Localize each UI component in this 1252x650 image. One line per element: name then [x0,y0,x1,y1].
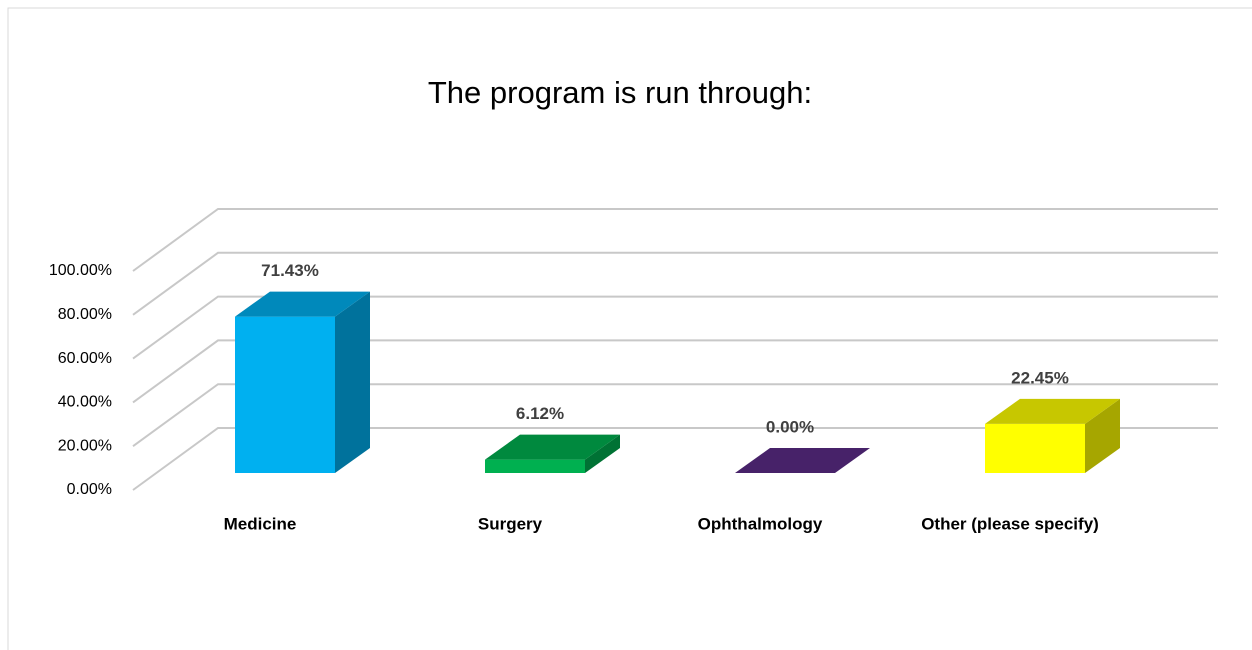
value-label: 22.45% [1011,368,1069,387]
x-tick-label: Other (please specify) [921,514,1099,533]
value-label: 6.12% [516,404,564,423]
grid-line [132,208,1218,272]
grid-line [132,295,1218,360]
bar-side [585,434,620,473]
bar [235,291,370,473]
bar [735,448,870,473]
bar-side [335,291,370,473]
bar-side [1085,398,1120,473]
bar [485,434,620,473]
bar-top [985,398,1120,424]
grid-line [132,383,1218,448]
chart-title: The program is run through: [428,75,812,110]
x-tick-label: Ophthalmology [698,514,823,533]
x-tick-label: Medicine [224,514,297,533]
y-tick-label: 60.00% [58,350,112,367]
bar-front [985,423,1085,473]
bar-top [485,434,620,460]
bar-top [735,448,870,473]
grid-line [132,427,1218,491]
y-tick-label: 0.00% [67,481,112,498]
y-tick-label: 100.00% [49,262,112,279]
y-tick-label: 40.00% [58,394,112,411]
bar-front [485,459,585,473]
chart-frame [7,7,1252,650]
grid-line [132,339,1218,404]
x-tick-label: Surgery [478,514,543,533]
bar [985,398,1120,473]
value-label: 71.43% [261,261,319,280]
y-tick-label: 80.00% [58,306,112,323]
grid-line [132,251,1218,316]
value-label: 0.00% [766,417,814,436]
bar-front [235,316,335,473]
y-tick-label: 20.00% [58,437,112,454]
bar-top [235,291,370,317]
